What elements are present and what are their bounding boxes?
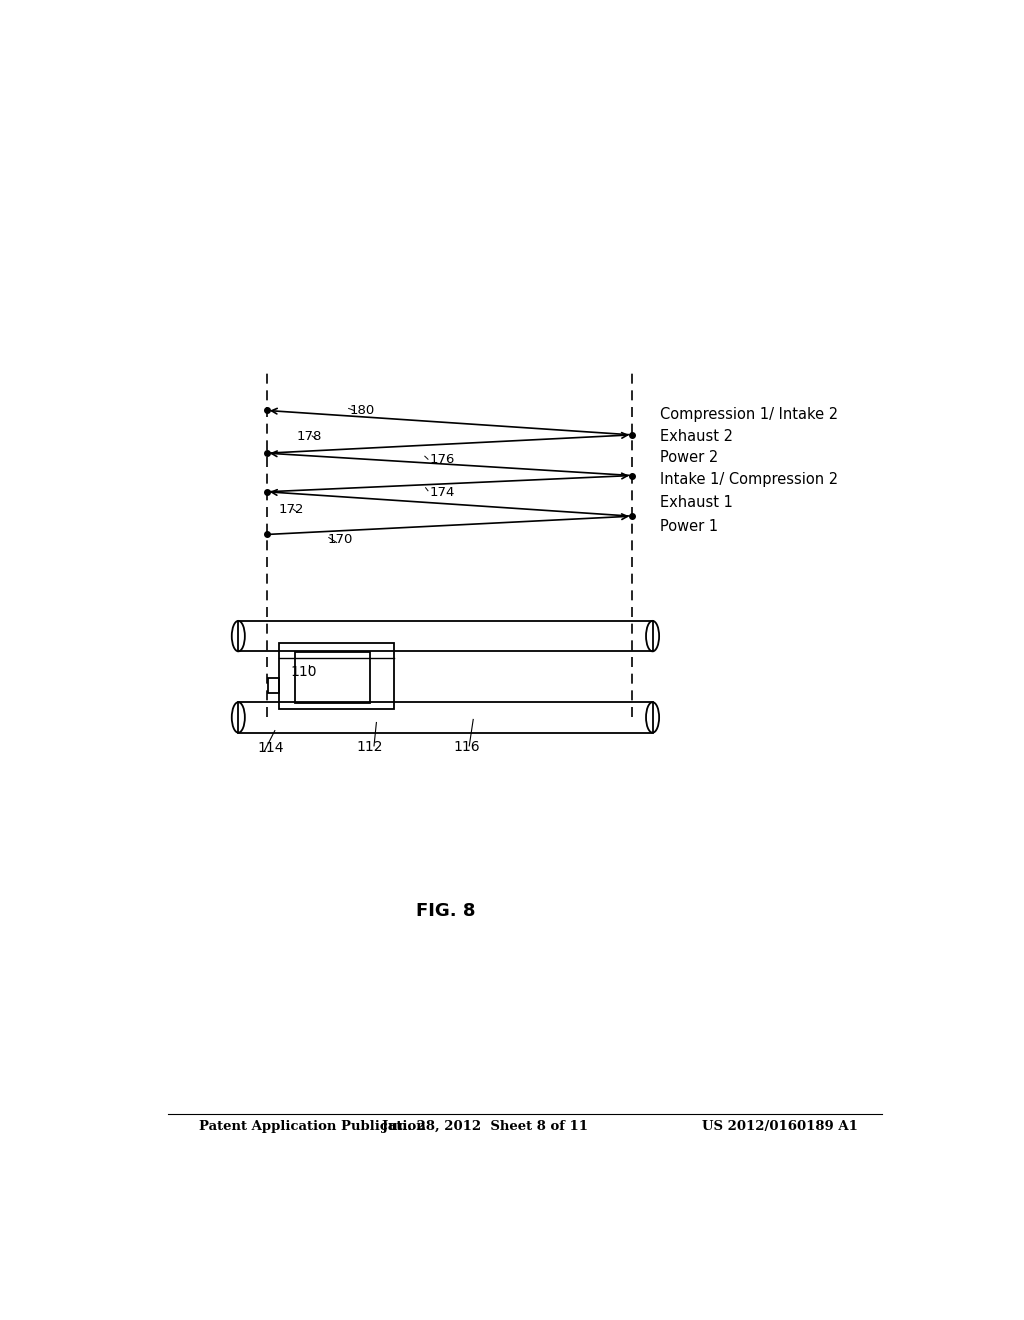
Text: FIG. 8: FIG. 8 [416,902,475,920]
Text: Compression 1/ Intake 2: Compression 1/ Intake 2 [659,407,838,422]
Text: 170: 170 [328,533,352,545]
Text: Exhaust 1: Exhaust 1 [659,495,732,511]
Text: 110: 110 [291,665,317,678]
Text: Power 1: Power 1 [659,519,718,533]
Text: 178: 178 [296,430,322,444]
Text: 112: 112 [356,741,383,754]
Text: US 2012/0160189 A1: US 2012/0160189 A1 [702,1119,858,1133]
Text: 116: 116 [454,741,480,754]
Text: Patent Application Publication: Patent Application Publication [200,1119,426,1133]
Text: 176: 176 [430,453,455,466]
Text: Power 2: Power 2 [659,450,718,465]
Text: 180: 180 [349,404,375,417]
Text: 174: 174 [430,486,455,499]
Text: 114: 114 [257,741,284,755]
Text: 172: 172 [279,503,304,516]
Text: Intake 1/ Compression 2: Intake 1/ Compression 2 [659,473,838,487]
Text: Exhaust 2: Exhaust 2 [659,429,733,445]
Text: Jun. 28, 2012  Sheet 8 of 11: Jun. 28, 2012 Sheet 8 of 11 [382,1119,588,1133]
